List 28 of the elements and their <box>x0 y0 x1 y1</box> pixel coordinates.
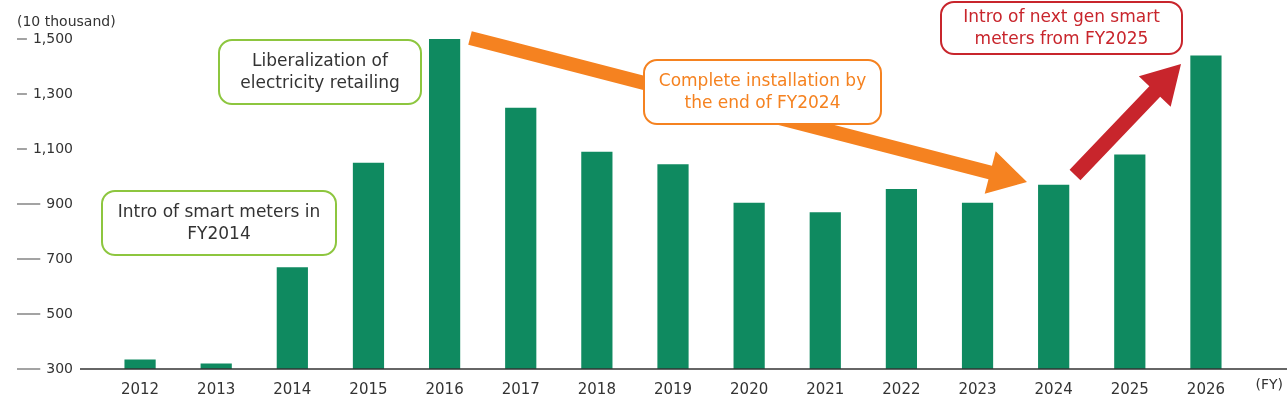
y-tick-label: 1,500 <box>32 29 73 46</box>
x-tick-label: 2019 <box>653 379 693 398</box>
annotation: Intro of next gen smart meters from FY2025 <box>940 1 1183 55</box>
y-tick-label: 300 <box>46 359 73 376</box>
annotation: Liberalization of electricity retailing <box>218 39 422 105</box>
x-tick-label: 2013 <box>197 379 236 398</box>
x-tick-label: 2021 <box>806 379 845 398</box>
y-tick-label: 1,100 <box>32 139 73 156</box>
y-tick-label: 1,300 <box>32 84 73 101</box>
x-tick-label: 2017 <box>501 379 540 398</box>
x-tick-label: 2015 <box>349 379 388 398</box>
annotation: Intro of smart meters in FY2014 <box>101 190 337 256</box>
y-axis-title: (10 thousand) <box>17 12 116 29</box>
x-tick-label: 2012 <box>120 379 160 398</box>
x-tick-label: 2016 <box>425 379 464 398</box>
annotation: Complete installation by the end of FY2024 <box>643 59 882 125</box>
y-tick-label: 500 <box>46 304 73 321</box>
x-tick-label: 2026 <box>1186 379 1226 398</box>
x-tick-label: 2024 <box>1034 379 1073 398</box>
x-tick-label: 2014 <box>273 379 312 398</box>
x-tick-label: 2020 <box>730 379 769 398</box>
x-tick-label: 2023 <box>958 379 997 398</box>
x-tick-label: 2018 <box>577 379 616 398</box>
y-tick-label: 900 <box>46 194 73 211</box>
x-axis-title: (FY) <box>1255 375 1283 392</box>
y-tick-label: 700 <box>46 249 73 266</box>
x-tick-label: 2022 <box>882 379 921 398</box>
x-tick-label: 2025 <box>1110 379 1149 398</box>
